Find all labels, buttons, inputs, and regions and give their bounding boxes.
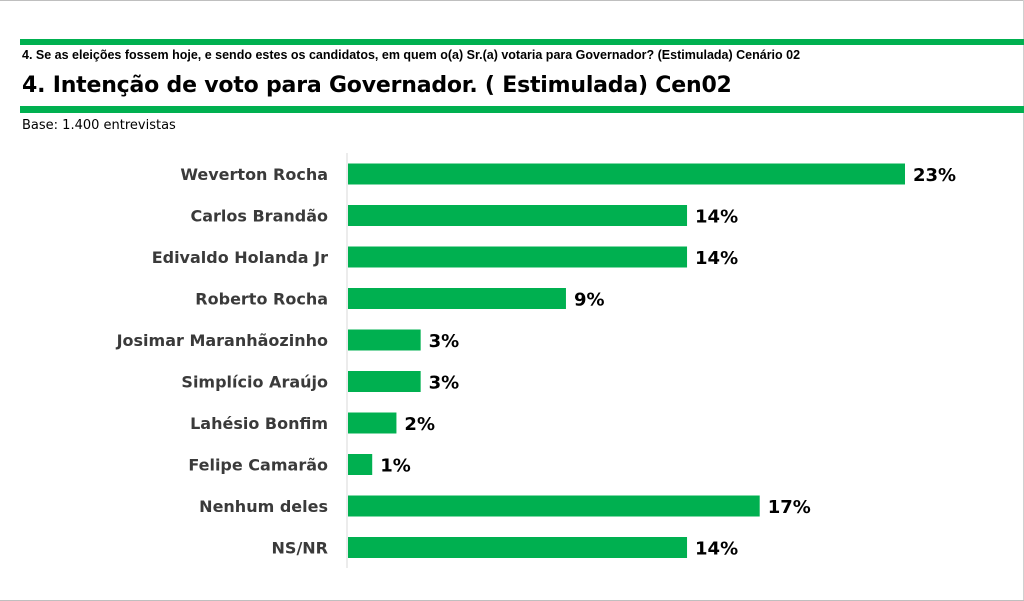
bar <box>348 246 688 268</box>
title-green-rule <box>20 106 1024 113</box>
bar <box>348 412 397 434</box>
value-label: 17% <box>768 497 811 518</box>
category-label: Edivaldo Holanda Jr <box>152 248 328 267</box>
bar <box>348 205 688 226</box>
value-label: 1% <box>380 456 411 477</box>
bar <box>348 495 760 517</box>
bar <box>348 454 373 475</box>
category-label: Weverton Rocha <box>180 165 328 184</box>
chart-title: 4. Intenção de voto para Governador. ( E… <box>22 73 732 98</box>
bar <box>348 329 421 351</box>
bar <box>348 163 905 185</box>
value-label: 3% <box>429 373 460 394</box>
top-green-rule <box>20 39 1024 45</box>
value-label: 3% <box>429 331 460 352</box>
bar <box>348 371 421 392</box>
category-label: Carlos Brandão <box>190 207 328 226</box>
value-label: 2% <box>404 414 435 435</box>
category-label: Josimar Maranhãozinho <box>116 331 328 350</box>
value-label: 14% <box>695 207 738 228</box>
category-label: Felipe Camarão <box>188 456 328 475</box>
value-label: 14% <box>695 248 738 269</box>
category-label: Roberto Rocha <box>195 290 328 309</box>
bar <box>348 537 688 558</box>
value-label: 9% <box>574 290 605 311</box>
question-text: 4. Se as eleições fossem hoje, e sendo e… <box>22 48 801 62</box>
value-label: 14% <box>695 539 738 560</box>
category-label: Lahésio Bonfim <box>190 414 328 433</box>
category-label: NS/NR <box>272 539 328 558</box>
bar <box>348 288 566 309</box>
category-label: Nenhum deles <box>199 497 328 516</box>
category-label: Simplício Araújo <box>181 373 328 392</box>
value-label: 23% <box>913 165 956 186</box>
frame-border-top <box>0 0 1024 1</box>
base-note: Base: 1.400 entrevistas <box>22 118 176 133</box>
